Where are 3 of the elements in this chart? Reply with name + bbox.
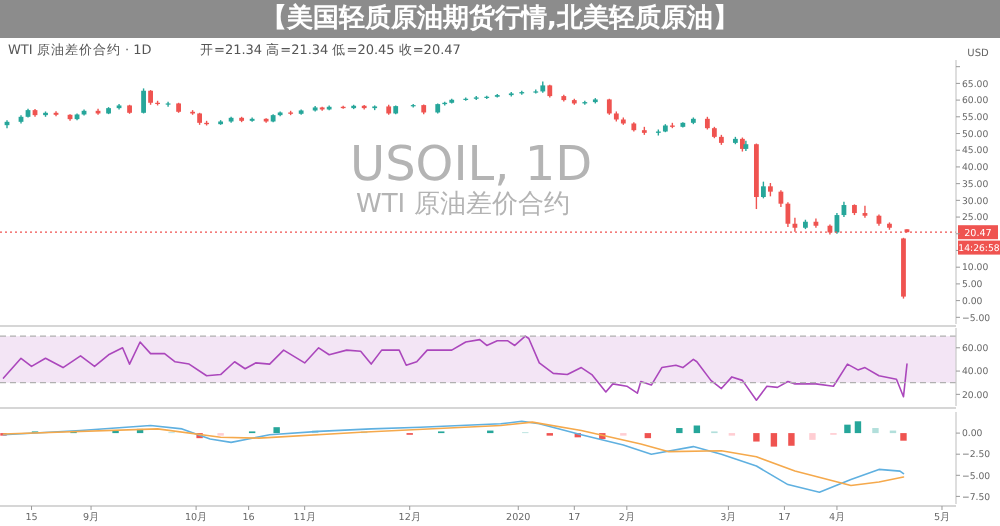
chart-title: 【美国轻质原油期货行情,北美轻质原油】 [0, 0, 1000, 38]
annotation: USOIL, 1D [350, 136, 593, 192]
annotation: WTI 原油差价合约 [356, 190, 570, 220]
